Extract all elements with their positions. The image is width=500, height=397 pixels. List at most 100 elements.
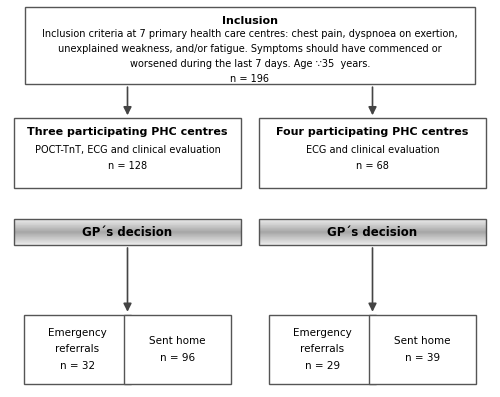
Bar <box>259 224 486 225</box>
Text: referrals: referrals <box>56 344 100 355</box>
Bar <box>259 236 486 237</box>
Bar <box>14 243 241 244</box>
Bar <box>14 231 241 232</box>
Text: unexplained weakness, and/or fatigue. Symptoms should have commenced or: unexplained weakness, and/or fatigue. Sy… <box>58 44 442 54</box>
Bar <box>269 314 376 384</box>
Text: n = 68: n = 68 <box>356 161 389 171</box>
Bar <box>14 225 241 226</box>
Text: n = 32: n = 32 <box>60 361 95 371</box>
Bar <box>259 225 486 226</box>
Bar <box>14 231 241 232</box>
Bar <box>14 224 241 225</box>
Text: ECG and clinical evaluation: ECG and clinical evaluation <box>306 145 440 155</box>
Bar <box>14 230 241 231</box>
Bar <box>259 240 486 241</box>
Bar <box>259 227 486 228</box>
Bar <box>14 222 241 223</box>
Bar <box>259 244 486 245</box>
Bar <box>368 314 476 384</box>
Bar <box>25 7 475 85</box>
Bar <box>259 220 486 221</box>
Bar <box>259 234 486 235</box>
Bar <box>259 233 486 234</box>
Bar <box>14 221 241 222</box>
Bar <box>259 237 486 238</box>
Text: Inclusion criteria at 7 primary health care centres: chest pain, dyspnoea on exe: Inclusion criteria at 7 primary health c… <box>42 29 458 39</box>
Bar <box>24 314 131 384</box>
Bar <box>14 227 241 228</box>
Bar <box>14 237 241 238</box>
Text: Emergency: Emergency <box>293 328 352 338</box>
Text: GP´s decision: GP´s decision <box>328 226 418 239</box>
Bar <box>14 240 241 241</box>
Bar <box>14 239 241 240</box>
Bar <box>14 219 241 245</box>
Bar <box>259 231 486 232</box>
Text: n = 29: n = 29 <box>305 361 340 371</box>
Bar <box>14 242 241 243</box>
Text: n = 128: n = 128 <box>108 161 147 171</box>
Bar <box>259 232 486 233</box>
Bar <box>259 221 486 222</box>
Bar <box>14 240 241 241</box>
Bar <box>259 240 486 241</box>
Bar <box>14 235 241 236</box>
Text: n = 196: n = 196 <box>230 74 270 84</box>
Bar <box>14 118 241 188</box>
Bar <box>259 235 486 236</box>
Text: Sent home: Sent home <box>149 336 206 346</box>
Text: POCT-TnT, ECG and clinical evaluation: POCT-TnT, ECG and clinical evaluation <box>34 145 220 155</box>
Bar <box>259 226 486 227</box>
Bar <box>14 230 241 231</box>
Bar <box>14 244 241 245</box>
Bar <box>259 225 486 226</box>
Bar <box>259 230 486 231</box>
Bar <box>259 219 486 245</box>
Bar <box>14 220 241 221</box>
Bar <box>14 235 241 236</box>
Bar <box>259 243 486 244</box>
Bar <box>259 223 486 224</box>
Bar <box>259 228 486 229</box>
Bar <box>14 225 241 226</box>
Bar <box>259 242 486 243</box>
Bar <box>259 230 486 231</box>
Text: Sent home: Sent home <box>394 336 451 346</box>
Bar <box>259 220 486 221</box>
Bar <box>259 222 486 223</box>
Bar <box>259 221 486 222</box>
Bar <box>259 229 486 230</box>
Bar <box>259 235 486 236</box>
Bar <box>14 221 241 222</box>
Bar <box>259 231 486 232</box>
Bar <box>14 236 241 237</box>
Bar <box>14 234 241 235</box>
Bar <box>14 238 241 239</box>
Bar <box>14 241 241 242</box>
Bar <box>14 223 241 224</box>
Bar <box>259 224 486 225</box>
Bar <box>14 242 241 243</box>
Text: n = 96: n = 96 <box>160 353 195 363</box>
Text: n = 39: n = 39 <box>405 353 440 363</box>
Bar <box>14 224 241 225</box>
Text: GP´s decision: GP´s decision <box>82 226 172 239</box>
Bar <box>14 226 241 227</box>
Bar <box>14 232 241 233</box>
Bar <box>259 241 486 242</box>
Bar <box>259 241 486 242</box>
Bar <box>259 236 486 237</box>
Bar <box>124 314 231 384</box>
Bar <box>259 242 486 243</box>
Text: Three participating PHC centres: Three participating PHC centres <box>27 127 228 137</box>
Bar <box>14 236 241 237</box>
Text: referrals: referrals <box>300 344 344 355</box>
Text: Inclusion: Inclusion <box>222 15 278 26</box>
Text: Four participating PHC centres: Four participating PHC centres <box>276 127 468 137</box>
Bar <box>259 238 486 239</box>
Bar <box>14 233 241 234</box>
Text: Emergency: Emergency <box>48 328 107 338</box>
Bar <box>259 118 486 188</box>
Bar <box>259 239 486 240</box>
Bar <box>259 226 486 227</box>
